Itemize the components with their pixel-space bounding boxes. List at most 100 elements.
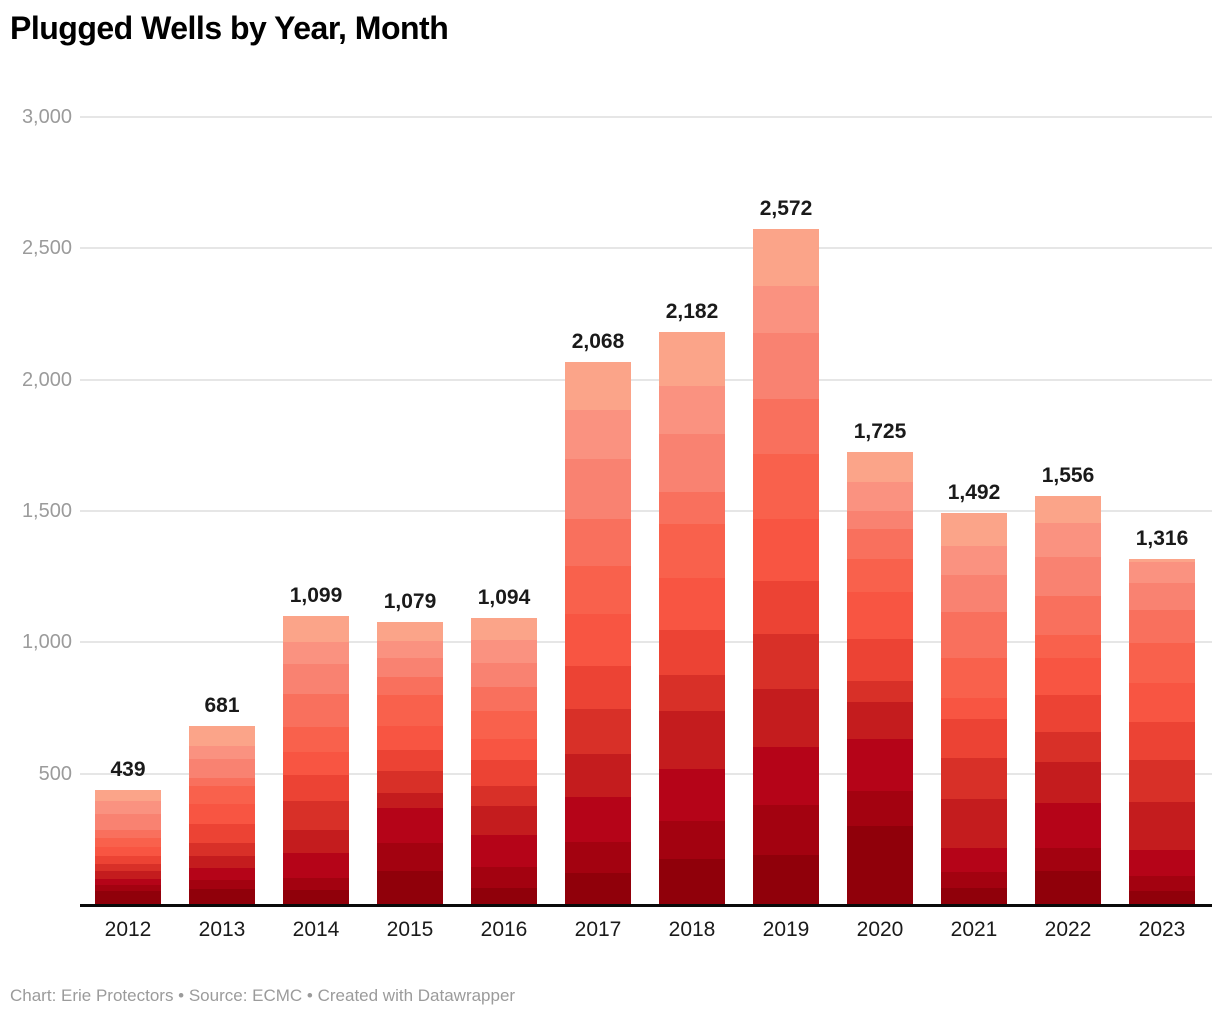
segment-2015-feb[interactable]: [377, 843, 443, 872]
segment-2021-oct[interactable]: [941, 575, 1007, 613]
segment-2020-jan[interactable]: [847, 825, 913, 905]
segment-2021-dec[interactable]: [941, 513, 1007, 546]
segment-2014-jan[interactable]: [283, 890, 349, 905]
segment-2018-apr[interactable]: [659, 711, 725, 770]
segment-2013-dec[interactable]: [189, 726, 255, 747]
segment-2021-nov[interactable]: [941, 545, 1007, 576]
bar-2022[interactable]: [1035, 496, 1101, 905]
segment-2015-mar[interactable]: [377, 808, 443, 844]
segment-2022-feb[interactable]: [1035, 848, 1101, 871]
segment-2015-jun[interactable]: [377, 749, 443, 772]
segment-2013-may[interactable]: [189, 842, 255, 857]
segment-2012-mar[interactable]: [95, 878, 161, 886]
segment-2016-apr[interactable]: [471, 806, 537, 836]
segment-2014-aug[interactable]: [283, 726, 349, 752]
segment-2018-mar[interactable]: [659, 769, 725, 821]
bar-2018[interactable]: [659, 331, 725, 905]
segment-2023-nov[interactable]: [1129, 561, 1195, 583]
segment-2015-dec[interactable]: [377, 621, 443, 641]
segment-2020-oct[interactable]: [847, 510, 913, 529]
segment-2014-mar[interactable]: [283, 852, 349, 879]
segment-2015-apr[interactable]: [377, 793, 443, 809]
segment-2013-aug[interactable]: [189, 786, 255, 805]
segment-2016-feb[interactable]: [471, 866, 537, 888]
segment-2023-apr[interactable]: [1129, 801, 1195, 850]
segment-2015-jan[interactable]: [377, 871, 443, 905]
segment-2012-jan[interactable]: [95, 890, 161, 905]
segment-2023-jun[interactable]: [1129, 721, 1195, 761]
bar-2012[interactable]: [95, 789, 161, 905]
segment-2021-jul[interactable]: [941, 697, 1007, 720]
segment-2017-apr[interactable]: [565, 754, 631, 798]
segment-2022-nov[interactable]: [1035, 523, 1101, 557]
segment-2023-oct[interactable]: [1129, 582, 1195, 611]
segment-2021-mar[interactable]: [941, 847, 1007, 873]
segment-2023-mar[interactable]: [1129, 849, 1195, 877]
segment-2017-sep[interactable]: [565, 519, 631, 567]
segment-2012-feb[interactable]: [95, 885, 161, 891]
segment-2021-aug[interactable]: [941, 658, 1007, 698]
segment-2019-nov[interactable]: [753, 286, 819, 334]
segment-2020-dec[interactable]: [847, 451, 913, 482]
segment-2019-jun[interactable]: [753, 581, 819, 635]
segment-2015-may[interactable]: [377, 771, 443, 794]
segment-2020-apr[interactable]: [847, 701, 913, 739]
bar-2014[interactable]: [283, 616, 349, 905]
segment-2022-oct[interactable]: [1035, 556, 1101, 597]
segment-2021-may[interactable]: [941, 757, 1007, 800]
segment-2017-feb[interactable]: [565, 842, 631, 874]
segment-2017-mar[interactable]: [565, 797, 631, 843]
segment-2016-may[interactable]: [471, 786, 537, 806]
segment-2017-aug[interactable]: [565, 566, 631, 615]
segment-2021-apr[interactable]: [941, 799, 1007, 848]
segment-2016-nov[interactable]: [471, 640, 537, 663]
segment-2021-jun[interactable]: [941, 719, 1007, 758]
segment-2023-jan[interactable]: [1129, 890, 1195, 905]
segment-2016-jun[interactable]: [471, 760, 537, 787]
segment-2017-nov[interactable]: [565, 409, 631, 460]
bar-2015[interactable]: [377, 621, 443, 905]
bar-2019[interactable]: [753, 229, 819, 905]
segment-2014-nov[interactable]: [283, 641, 349, 665]
segment-2019-may[interactable]: [753, 634, 819, 690]
segment-2020-may[interactable]: [847, 680, 913, 702]
segment-2017-may[interactable]: [565, 709, 631, 755]
segment-2016-sep[interactable]: [471, 686, 537, 711]
segment-2013-jun[interactable]: [189, 824, 255, 843]
segment-2019-jul[interactable]: [753, 518, 819, 582]
bar-2023[interactable]: [1129, 559, 1195, 905]
segment-2023-aug[interactable]: [1129, 643, 1195, 684]
segment-2014-apr[interactable]: [283, 830, 349, 853]
segment-2019-apr[interactable]: [753, 689, 819, 748]
segment-2023-dec[interactable]: [1129, 559, 1195, 562]
segment-2012-nov[interactable]: [95, 801, 161, 815]
segment-2015-nov[interactable]: [377, 640, 443, 659]
segment-2014-oct[interactable]: [283, 664, 349, 694]
segment-2016-dec[interactable]: [471, 617, 537, 641]
segment-2015-aug[interactable]: [377, 695, 443, 727]
segment-2022-jun[interactable]: [1035, 694, 1101, 732]
segment-2021-jan[interactable]: [941, 887, 1007, 905]
segment-2012-sep[interactable]: [95, 830, 161, 839]
segment-2019-dec[interactable]: [753, 229, 819, 287]
segment-2013-feb[interactable]: [189, 880, 255, 890]
segment-2020-mar[interactable]: [847, 739, 913, 791]
segment-2019-mar[interactable]: [753, 747, 819, 805]
segment-2018-nov[interactable]: [659, 386, 725, 435]
segment-2018-may[interactable]: [659, 675, 725, 712]
segment-2018-feb[interactable]: [659, 820, 725, 860]
segment-2018-dec[interactable]: [659, 331, 725, 387]
segment-2016-jan[interactable]: [471, 887, 537, 905]
segment-2012-jul[interactable]: [95, 846, 161, 857]
segment-2012-may[interactable]: [95, 863, 161, 872]
segment-2020-jun[interactable]: [847, 638, 913, 681]
segment-2018-jul[interactable]: [659, 577, 725, 631]
segment-2014-dec[interactable]: [283, 616, 349, 642]
segment-2013-apr[interactable]: [189, 856, 255, 868]
segment-2015-sep[interactable]: [377, 676, 443, 696]
segment-2013-jan[interactable]: [189, 889, 255, 905]
segment-2022-dec[interactable]: [1035, 496, 1101, 524]
segment-2022-jan[interactable]: [1035, 870, 1101, 905]
segment-2014-feb[interactable]: [283, 878, 349, 891]
segment-2019-aug[interactable]: [753, 453, 819, 519]
